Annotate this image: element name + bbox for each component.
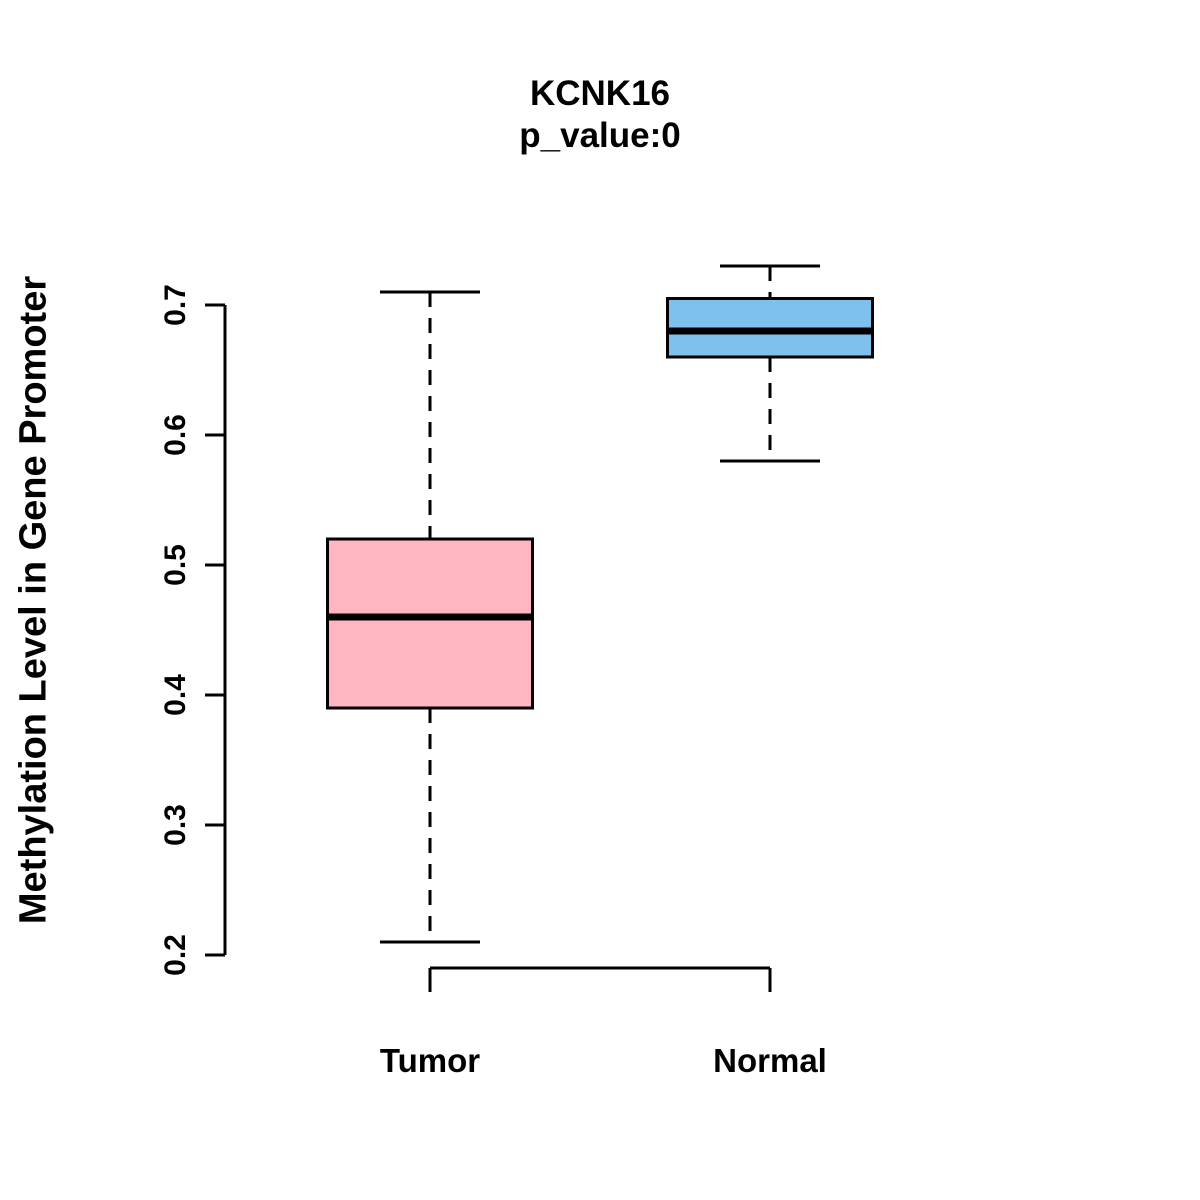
chart-subtitle: p_value:0: [519, 116, 681, 155]
chart-title: KCNK16: [529, 74, 671, 113]
y-tick-label: 0.6: [159, 414, 192, 456]
y-tick-label: 0.5: [159, 544, 192, 586]
x-category-label-tumor: Tumor: [380, 1042, 480, 1079]
y-tick-label: 0.3: [159, 804, 192, 846]
x-category-label-normal: Normal: [713, 1042, 827, 1079]
y-tick-label: 0.2: [159, 934, 192, 976]
y-tick-label: 0.4: [159, 674, 192, 716]
tumor-box: [326, 537, 534, 710]
y-tick-label: 0.7: [159, 284, 192, 326]
